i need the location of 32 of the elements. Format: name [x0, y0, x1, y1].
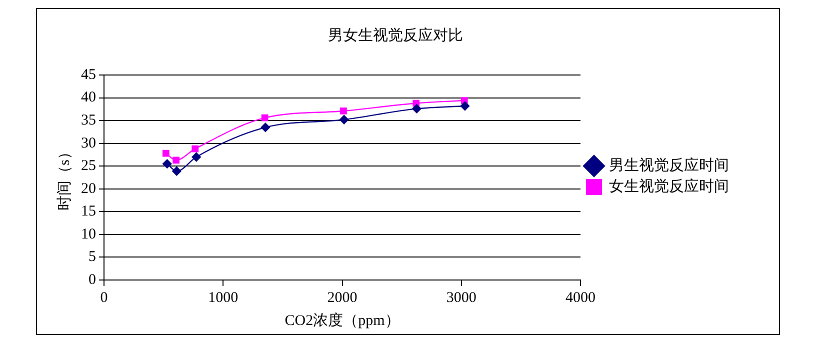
y-tick-label: 25	[81, 158, 96, 174]
y-tick-label: 5	[88, 249, 96, 266]
y-tick-label: 40	[81, 90, 96, 106]
y-axis-title: 时间（s）	[56, 144, 73, 210]
x-tick-label: 1000	[208, 290, 238, 306]
y-tick-label: 45	[81, 66, 96, 83]
y-tick-label: 30	[81, 135, 96, 152]
point	[412, 104, 422, 114]
y-tick-label: 0	[88, 272, 96, 288]
x-axis-title: CO2浓度（ppm）	[284, 312, 400, 329]
point	[172, 166, 182, 176]
point	[460, 101, 470, 111]
y-tick-label: 10	[81, 226, 96, 242]
x-tick-label: 3000	[446, 290, 476, 306]
chart-title: 男女生视觉反应对比	[328, 26, 463, 44]
point	[340, 108, 347, 114]
point	[172, 156, 180, 164]
legend-label: 女生视觉反应时间	[609, 178, 729, 195]
point	[162, 150, 170, 157]
x-tick-label: 4000	[566, 290, 596, 306]
x-tick-label: 2000	[327, 290, 358, 306]
y-tick-label: 20	[81, 180, 96, 197]
point	[162, 159, 172, 168]
point	[260, 122, 270, 132]
x-tick-label: 0	[100, 290, 108, 306]
point	[261, 114, 268, 122]
y-tick-label: 35	[81, 112, 96, 128]
point	[192, 152, 201, 162]
y-tick-label: 15	[81, 204, 96, 220]
point	[192, 145, 199, 152]
point	[339, 115, 349, 124]
legend-label: 男生视觉反应时间	[609, 156, 729, 174]
